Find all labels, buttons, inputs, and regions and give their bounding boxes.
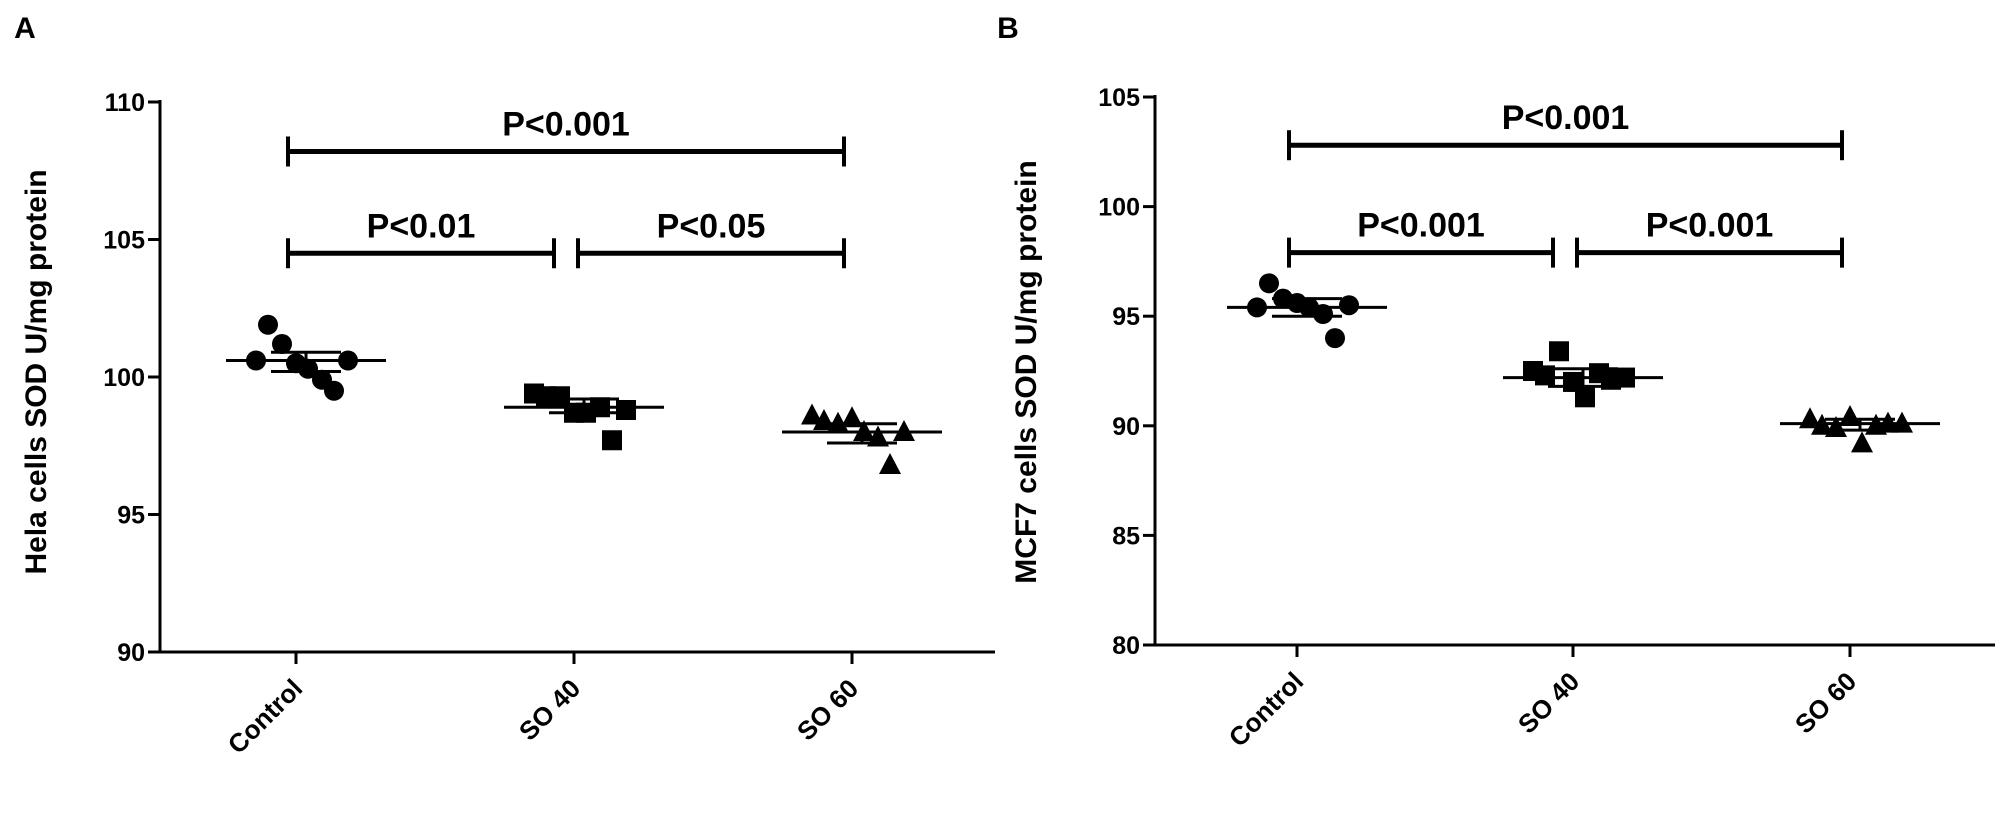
y-tick-label: 105 <box>103 227 145 255</box>
data-point-triangle <box>841 406 863 428</box>
data-point-circle <box>1259 273 1279 294</box>
data-point-square <box>616 400 636 420</box>
p-value-label: P<0.001 <box>502 106 630 144</box>
y-tick-label: 80 <box>1112 632 1140 660</box>
y-tick-label: 100 <box>1098 194 1140 222</box>
x-tick-label: Control <box>1223 666 1310 753</box>
y-tick-label: 100 <box>103 364 145 392</box>
data-point-circle <box>324 380 344 401</box>
data-point-circle <box>1313 304 1333 325</box>
y-tick-label: 95 <box>117 502 145 530</box>
p-value-label: P<0.05 <box>657 207 766 245</box>
panel-b: B MCF7 cells SOD U/mg protein 80 85 90 95 100 1… <box>997 12 1995 753</box>
data-point-triangle <box>1839 405 1861 427</box>
data-point-triangle <box>867 425 889 447</box>
x-tick-label: Control <box>222 673 309 760</box>
data-point-square <box>1575 387 1595 408</box>
y-axis-label: MCF7 cells SOD U/mg protein <box>1010 160 1043 583</box>
y-tick-label: 95 <box>1112 303 1140 331</box>
y-tick-label: 90 <box>117 639 145 667</box>
panel-label: A <box>14 12 36 45</box>
y-tick-label: 105 <box>1098 84 1140 112</box>
x-tick-label: SO 40 <box>513 673 586 746</box>
y-tick-label: 85 <box>1112 522 1140 550</box>
p-value-label: P<0.01 <box>367 207 476 245</box>
data-point-triangle <box>801 403 823 425</box>
y-tick-label: 110 <box>105 89 145 117</box>
y-axis-label: Hela cells SOD U/mg protein <box>20 169 53 574</box>
data-point-square <box>602 430 622 451</box>
data-point-circle <box>298 358 318 379</box>
panel-a: A Hela cells SOD U/mg protein 90 95 100 105 11… <box>14 12 995 760</box>
data-point-circle <box>1339 295 1359 316</box>
panel-label: B <box>997 12 1019 45</box>
data-point-circle <box>1325 328 1345 349</box>
p-value-label: P<0.001 <box>1357 207 1485 245</box>
y-tick-label: 90 <box>1112 413 1140 441</box>
data-point-triangle <box>879 453 901 474</box>
data-point-triangle <box>1851 431 1873 453</box>
data-point-square <box>1535 365 1555 386</box>
x-tick-label: SO 60 <box>791 673 864 746</box>
p-value-label: P<0.001 <box>1502 99 1630 137</box>
data-point-square <box>550 386 570 407</box>
data-point-circle <box>272 334 292 354</box>
x-tick-label: SO 60 <box>1789 666 1862 739</box>
data-point-square <box>1549 341 1569 362</box>
data-point-triangle <box>1825 415 1847 437</box>
data-point-circle <box>258 314 278 335</box>
x-tick-label: SO 40 <box>1512 666 1585 739</box>
p-value-label: P<0.001 <box>1646 207 1774 245</box>
